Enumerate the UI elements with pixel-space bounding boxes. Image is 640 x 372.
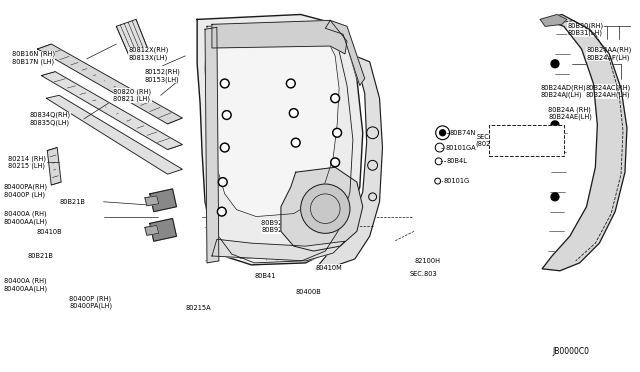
Text: 80B21B: 80B21B (59, 199, 85, 205)
Text: 80101GA: 80101GA (445, 145, 476, 151)
Polygon shape (205, 27, 219, 263)
Text: 80B24AC(RH)
80B24AH(LH): 80B24AC(RH) 80B24AH(LH) (586, 84, 631, 98)
Text: JB0000C0: JB0000C0 (552, 347, 589, 356)
Text: 80B21B: 80B21B (28, 253, 54, 259)
Text: 80400P (RH)
80400PA(LH): 80400P (RH) 80400PA(LH) (69, 295, 112, 309)
Text: 80B920C (RH)
80B920CA(LH): 80B920C (RH) 80B920CA(LH) (261, 219, 310, 233)
Polygon shape (150, 218, 177, 241)
Polygon shape (542, 15, 627, 271)
Circle shape (222, 145, 228, 151)
Circle shape (289, 109, 298, 118)
Polygon shape (46, 95, 182, 174)
Text: 80410M: 80410M (316, 265, 342, 271)
Text: 80152(RH)
80153(LH): 80152(RH) 80153(LH) (145, 68, 180, 83)
Circle shape (331, 158, 340, 167)
Text: 80400PA(RH)
80400P (LH): 80400PA(RH) 80400P (LH) (4, 184, 48, 198)
Text: 80400B: 80400B (296, 289, 321, 295)
Polygon shape (145, 225, 159, 235)
Circle shape (288, 80, 294, 86)
Text: 80B74N: 80B74N (449, 130, 476, 136)
Text: 80B30(RH)
80B31(LH): 80B30(RH) 80B31(LH) (568, 22, 604, 36)
Polygon shape (145, 196, 159, 206)
Text: 80B76M(RH)
80B77M(LH): 80B76M(RH) 80B77M(LH) (239, 246, 280, 260)
Text: 80812X(RH)
80813X(LH): 80812X(RH) 80813X(LH) (128, 47, 168, 61)
Polygon shape (211, 22, 339, 217)
Circle shape (218, 177, 227, 186)
Text: 80214 (RH)
80215 (LH): 80214 (RH) 80215 (LH) (8, 155, 46, 169)
Circle shape (440, 130, 445, 136)
Text: SEC.803: SEC.803 (410, 271, 438, 277)
Circle shape (551, 193, 559, 201)
Circle shape (220, 79, 229, 88)
Text: 80820 (RH)
80821 (LH): 80820 (RH) 80821 (LH) (113, 88, 152, 102)
Circle shape (286, 79, 295, 88)
Text: 80100 (RH)
80101 (LH): 80100 (RH) 80101 (LH) (259, 40, 297, 54)
Polygon shape (150, 189, 177, 212)
Text: 80B4L: 80B4L (447, 158, 467, 164)
Polygon shape (42, 72, 182, 150)
Circle shape (220, 143, 229, 152)
Text: 80410B: 80410B (36, 229, 62, 235)
Circle shape (334, 130, 340, 136)
Polygon shape (212, 239, 345, 261)
Polygon shape (38, 44, 182, 124)
Circle shape (224, 112, 230, 118)
Circle shape (551, 60, 559, 68)
Polygon shape (540, 15, 567, 26)
Polygon shape (116, 19, 148, 56)
Circle shape (222, 110, 231, 119)
Circle shape (291, 110, 297, 116)
Polygon shape (212, 20, 347, 54)
Text: 80B24AA(RH)
80B24AF(LH): 80B24AA(RH) 80B24AF(LH) (586, 47, 632, 61)
Polygon shape (316, 56, 383, 269)
Polygon shape (197, 15, 363, 265)
FancyBboxPatch shape (489, 125, 564, 157)
Circle shape (332, 159, 338, 165)
Circle shape (331, 94, 340, 103)
Text: 80834Q(RH)
80835Q(LH): 80834Q(RH) 80835Q(LH) (29, 112, 70, 126)
Text: 80215A: 80215A (186, 305, 211, 311)
Polygon shape (47, 148, 61, 185)
Circle shape (220, 179, 226, 185)
Text: 82100H: 82100H (414, 258, 440, 264)
Text: 80B16N (RH)
80B17N (LH): 80B16N (RH) 80B17N (LH) (12, 51, 55, 65)
Circle shape (333, 128, 342, 137)
Circle shape (292, 140, 299, 145)
Circle shape (551, 121, 559, 129)
Text: 80101G: 80101G (444, 178, 470, 184)
Polygon shape (325, 20, 365, 86)
Circle shape (222, 80, 228, 86)
Polygon shape (281, 167, 363, 251)
Text: 80B41: 80B41 (254, 273, 276, 279)
Text: SEC.803
(80250Z): SEC.803 (80250Z) (476, 134, 506, 147)
Text: 80B24AD(RH)
80B24AJ(LH): 80B24AD(RH) 80B24AJ(LH) (540, 84, 586, 98)
Text: 80400A (RH)
80400AA(LH): 80400A (RH) 80400AA(LH) (4, 211, 48, 225)
Circle shape (332, 95, 338, 101)
Text: 80B24A (RH)
80B24AE(LH): 80B24A (RH) 80B24AE(LH) (548, 106, 592, 120)
Circle shape (218, 207, 226, 216)
Text: 80400A (RH)
80400AA(LH): 80400A (RH) 80400AA(LH) (4, 278, 48, 292)
Circle shape (219, 209, 225, 215)
Circle shape (301, 184, 350, 233)
Circle shape (291, 138, 300, 147)
